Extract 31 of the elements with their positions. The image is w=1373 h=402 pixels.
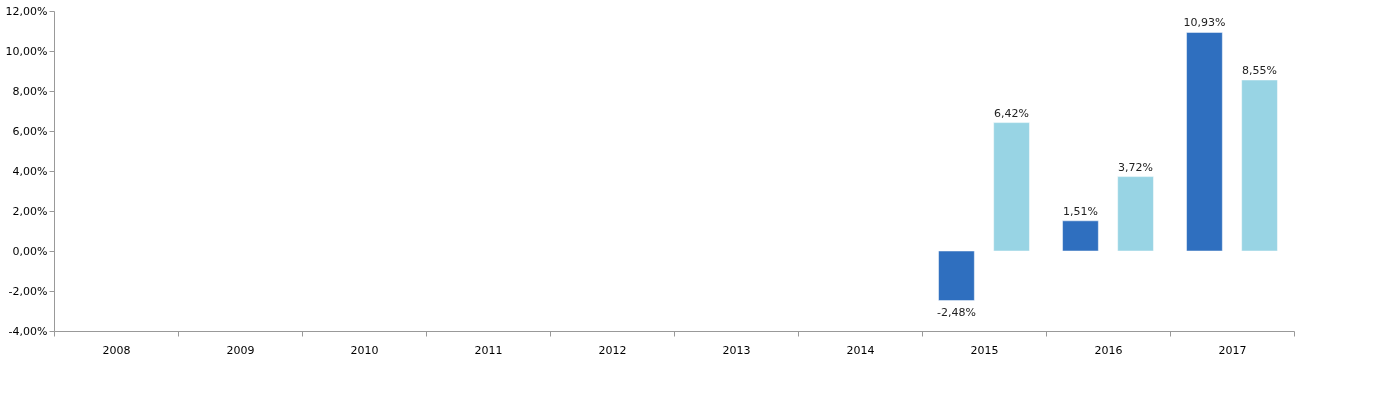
bar	[993, 122, 1030, 252]
y-tick-label: -4,00%	[8, 324, 48, 338]
bar	[1186, 32, 1223, 252]
data-label: 10,93%	[1183, 16, 1226, 30]
data-label: 1,51%	[1062, 204, 1098, 218]
data-label: -2,48%	[936, 305, 976, 319]
x-tick-label: 2009	[226, 343, 255, 357]
data-label: 3,72%	[1118, 160, 1154, 174]
y-tick-label: 8,00%	[12, 84, 48, 98]
y-tick-label: 10,00%	[5, 44, 48, 58]
x-tick-label: 2011	[474, 343, 503, 357]
data-label: 8,55%	[1242, 64, 1278, 77]
x-tick-label: 2013	[722, 343, 751, 357]
x-tick-label: 2008	[102, 343, 131, 357]
x-tick-label: 2016	[1094, 343, 1123, 357]
x-tick-label: 2015	[970, 343, 999, 357]
bar	[938, 250, 975, 301]
bar	[1117, 176, 1154, 252]
bar	[1241, 79, 1278, 252]
x-tick-label: 2017	[1218, 343, 1247, 357]
y-tick-label: 6,00%	[12, 124, 48, 138]
y-tick-label: 4,00%	[12, 164, 48, 178]
y-tick-label: 0,00%	[12, 244, 48, 258]
bar	[1062, 220, 1099, 252]
x-tick-label: 2010	[350, 343, 379, 357]
y-tick-label: 2,00%	[12, 204, 48, 218]
y-tick-label: -2,00%	[8, 284, 48, 298]
x-tick-label: 2014	[846, 343, 875, 357]
data-label: 6,42%	[994, 106, 1030, 120]
x-tick-label: 2012	[598, 343, 627, 357]
y-tick-label: 12,00%	[5, 4, 48, 18]
